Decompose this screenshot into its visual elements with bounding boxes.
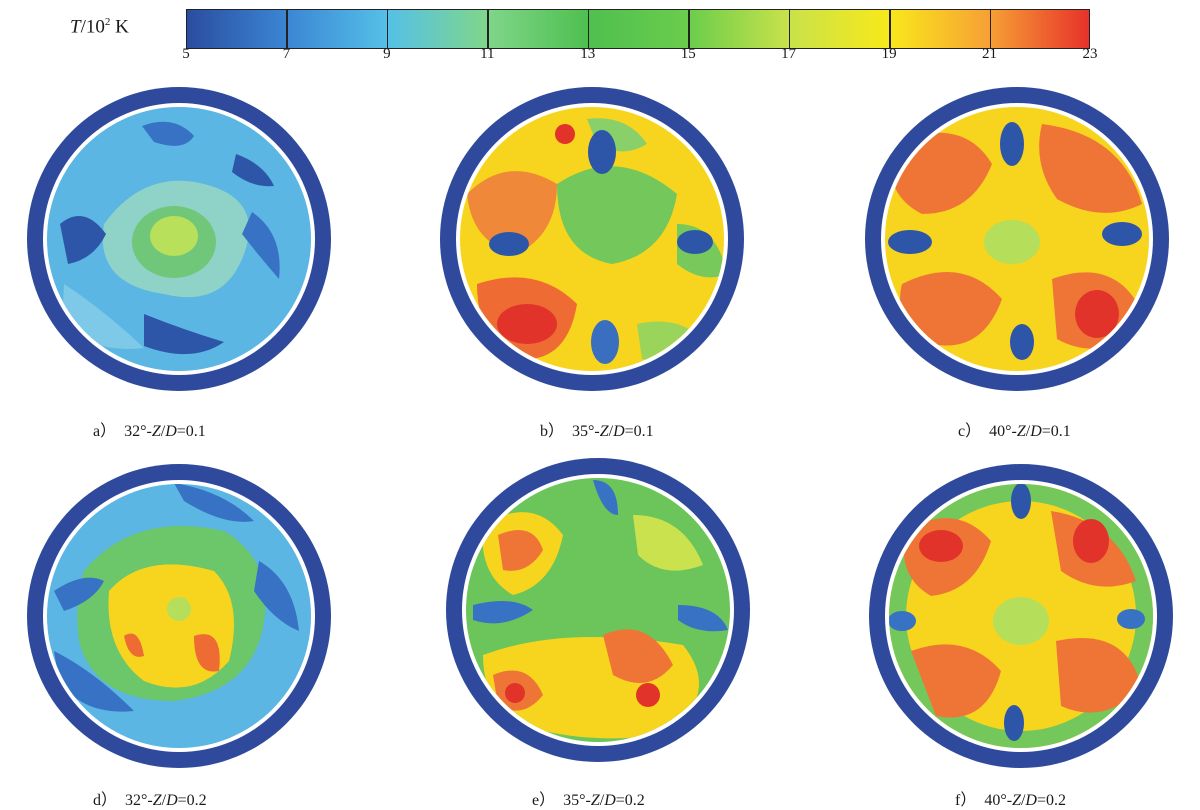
caption-b: b） 35°-Z/D=0.1 bbox=[540, 423, 654, 440]
colorbar-tick-label: 9 bbox=[383, 46, 391, 62]
colorbar-tick-label: 11 bbox=[480, 46, 495, 62]
colorbar-tick-label: 5 bbox=[182, 46, 190, 62]
colorbar-tick-label: 19 bbox=[881, 46, 897, 62]
colorbar-tick-label: 23 bbox=[1082, 46, 1098, 62]
colorbar-tick-label: 17 bbox=[781, 46, 797, 62]
panel-c bbox=[862, 84, 1172, 394]
panel-f bbox=[866, 461, 1176, 771]
contour-plot-a bbox=[27, 87, 331, 391]
contour-plot-d bbox=[27, 464, 331, 768]
caption-e: e） 35°-Z/D=0.2 bbox=[532, 792, 645, 809]
colorbar-title-symbol: T bbox=[70, 16, 81, 38]
colorbar-tick-label: 15 bbox=[680, 46, 696, 62]
contour-plot-c bbox=[865, 87, 1169, 391]
colorbar-divider bbox=[788, 10, 791, 48]
contour-plot-b bbox=[440, 87, 744, 391]
panel-a bbox=[24, 84, 334, 394]
caption-d: d） 32°-Z/D=0.2 bbox=[93, 792, 207, 809]
colorbar-divider bbox=[487, 10, 489, 48]
panel-b bbox=[437, 84, 747, 394]
colorbar-divider bbox=[587, 10, 590, 48]
colorbar-title-scale: /10 bbox=[80, 16, 105, 38]
colorbar-tick-label: 21 bbox=[982, 46, 998, 62]
colorbar-title: T/102 K bbox=[70, 16, 129, 38]
colorbar-ticks: 5 7 9 11 13 15 17 19 21 23 bbox=[0, 0, 1200, 70]
colorbar-divider bbox=[688, 10, 690, 48]
panel-d bbox=[24, 461, 334, 771]
colorbar-title-exponent: 2 bbox=[104, 16, 111, 28]
colorbar-title-unit: K bbox=[110, 16, 129, 38]
colorbar-tick-label: 13 bbox=[580, 46, 596, 62]
contour-plot-e bbox=[446, 458, 750, 762]
caption-c: c） 40°-Z/D=0.1 bbox=[958, 423, 1071, 440]
contour-plot-f bbox=[869, 464, 1173, 768]
colorbar-divider bbox=[889, 10, 891, 48]
colorbar-divider bbox=[286, 10, 288, 48]
colorbar-tick-label: 7 bbox=[282, 46, 291, 62]
colorbar-divider bbox=[386, 10, 389, 48]
colorbar-divider bbox=[989, 10, 992, 48]
caption-a: a） 32°-Z/D=0.1 bbox=[93, 423, 206, 440]
colorbar bbox=[186, 9, 1090, 49]
caption-f: f） 40°-Z/D=0.2 bbox=[955, 792, 1067, 809]
colorbar-legend: T/102 K 5 7 9 11 13 15 17 19 21 23 bbox=[0, 0, 1200, 70]
panel-e bbox=[443, 455, 753, 765]
